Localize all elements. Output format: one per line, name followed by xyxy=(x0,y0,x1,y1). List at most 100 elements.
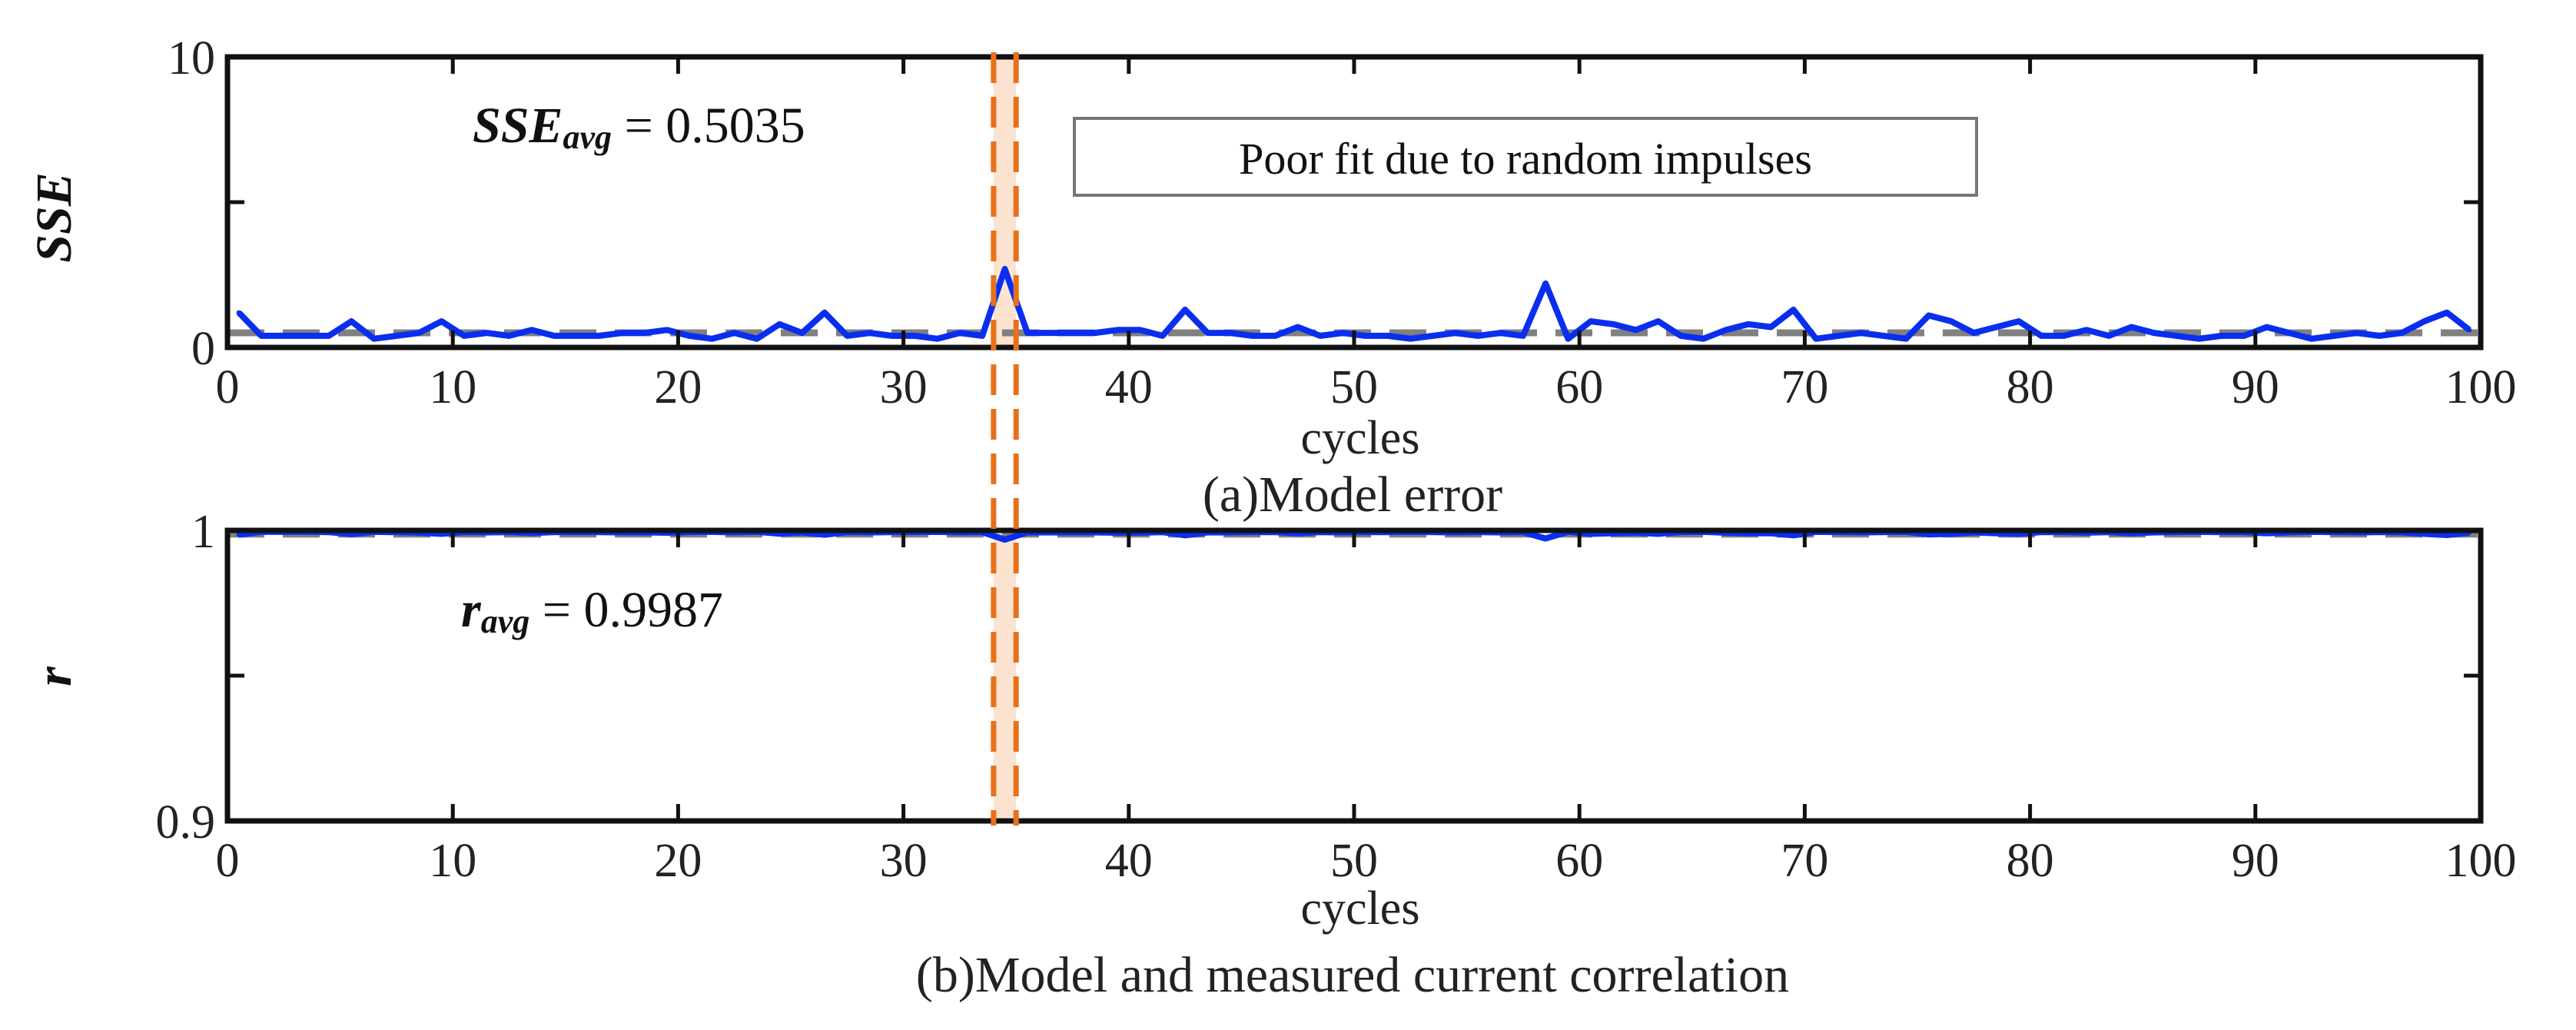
data-point xyxy=(1340,331,1346,336)
data-point xyxy=(1408,336,1413,341)
data-point xyxy=(1768,324,1774,330)
x-tick-label: 80 xyxy=(2007,361,2054,414)
data-point xyxy=(439,318,444,324)
data-point xyxy=(2332,333,2337,338)
highlight-band-fill xyxy=(993,57,1017,347)
data-point xyxy=(1993,324,1999,330)
data-point xyxy=(2106,333,2112,338)
data-point xyxy=(2196,336,2202,341)
data-point xyxy=(1498,331,1503,336)
data-point xyxy=(1588,318,1593,324)
average-value: = 0.5035 xyxy=(612,98,805,154)
data-point xyxy=(1904,336,1909,341)
data-point xyxy=(1115,327,1120,333)
data-point xyxy=(1137,327,1143,333)
data-point xyxy=(529,327,534,333)
data-point xyxy=(2399,331,2405,336)
y-axis-title: SSE xyxy=(26,172,82,262)
panel-caption: (b)Model and measured current correlatio… xyxy=(916,947,1789,1003)
data-point xyxy=(506,333,512,338)
data-point xyxy=(417,331,422,336)
y-tick-label: 1 xyxy=(191,506,215,558)
data-point xyxy=(1227,331,1233,336)
data-point xyxy=(1092,331,1097,336)
data-point xyxy=(1520,333,1525,338)
data-point xyxy=(1430,333,1436,338)
data-point xyxy=(867,331,872,336)
data-point xyxy=(2422,318,2427,324)
data-point xyxy=(1926,313,1931,318)
data-point xyxy=(2377,333,2382,338)
data-point xyxy=(1948,318,1954,324)
plot-frame xyxy=(224,527,2484,824)
data-point xyxy=(2309,336,2315,341)
data-point xyxy=(1047,331,1053,336)
data-point xyxy=(484,331,490,336)
panel-caption: (a)Model error xyxy=(1203,467,1502,523)
data-point xyxy=(393,333,399,338)
data-point xyxy=(822,310,827,315)
average-annotation: SSEavg = 0.5035 xyxy=(473,98,805,156)
data-point xyxy=(934,336,940,341)
data-point xyxy=(1836,333,1841,338)
data-point xyxy=(1791,533,1796,538)
data-point xyxy=(1701,336,1706,341)
x-tick-labels: 0 10 20 30 40 50 60 70 80 90 100 xyxy=(216,835,2517,887)
y-tick-label: 10 xyxy=(168,32,215,85)
data-point xyxy=(1858,331,1864,336)
series-line xyxy=(236,265,2471,342)
data-point xyxy=(2174,333,2179,338)
average-label: r xyxy=(461,582,482,638)
data-point xyxy=(2016,318,2021,324)
x-tick-label: 60 xyxy=(1555,835,1603,887)
y-tick-label: 0.9 xyxy=(156,796,216,849)
data-point xyxy=(1814,336,1819,341)
x-tick-label: 30 xyxy=(880,361,928,414)
data-point xyxy=(1318,333,1323,338)
x-tick-label: 80 xyxy=(2007,835,2054,887)
data-point xyxy=(1452,331,1458,336)
data-point xyxy=(1363,333,1368,338)
highlight-band xyxy=(993,530,1017,821)
axis-ticks xyxy=(225,55,2483,350)
x-tick-label: 50 xyxy=(1330,361,1378,414)
data-point xyxy=(2242,333,2247,338)
plot-frame xyxy=(224,54,2484,351)
data-point xyxy=(1476,333,1481,338)
data-point xyxy=(236,532,241,537)
data-point xyxy=(777,321,782,327)
y-tick-labels: 0.91 xyxy=(156,506,216,849)
data-point xyxy=(1565,336,1571,341)
x-tick-label: 30 xyxy=(880,835,928,887)
panel-b-correlation: 0 10 20 30 40 50 60 70 80 90 100 0.91 r cycles (b)… xyxy=(26,506,2517,1003)
data-point xyxy=(1881,333,1887,338)
data-point xyxy=(2445,310,2450,315)
data-point xyxy=(1971,331,1977,336)
average-subscript: avg xyxy=(481,603,530,640)
data-point xyxy=(1002,266,1007,271)
annotation-box: Poor fit due to random impulses xyxy=(1073,117,1978,197)
data-point xyxy=(236,310,241,315)
data-point xyxy=(2219,333,2224,338)
x-tick-label: 70 xyxy=(1781,361,1828,414)
x-tick-label: 90 xyxy=(2232,835,2279,887)
data-point xyxy=(2354,331,2359,336)
data-point xyxy=(664,327,669,333)
data-point xyxy=(1250,333,1256,338)
data-point xyxy=(732,331,737,336)
axis-ticks xyxy=(225,528,2483,823)
data-point xyxy=(1611,321,1616,327)
data-point xyxy=(2467,327,2472,333)
data-point xyxy=(799,331,805,336)
data-point xyxy=(1678,333,1684,338)
x-tick-label: 90 xyxy=(2232,361,2279,414)
data-point xyxy=(2039,333,2044,338)
data-point xyxy=(349,318,354,324)
data-point xyxy=(281,333,287,338)
data-point xyxy=(2264,324,2269,330)
x-tick-label: 40 xyxy=(1105,835,1153,887)
data-point xyxy=(1926,532,1931,537)
y-tick-labels: 0 10 xyxy=(168,32,215,375)
x-tick-labels: 0 10 20 30 40 50 60 70 80 90 100 xyxy=(216,361,2517,414)
x-tick-label: 10 xyxy=(429,835,476,887)
